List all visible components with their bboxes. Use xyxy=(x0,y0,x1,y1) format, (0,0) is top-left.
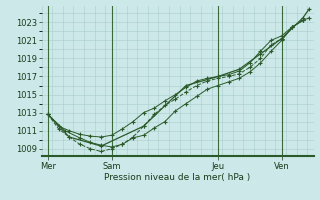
X-axis label: Pression niveau de la mer( hPa ): Pression niveau de la mer( hPa ) xyxy=(104,173,251,182)
